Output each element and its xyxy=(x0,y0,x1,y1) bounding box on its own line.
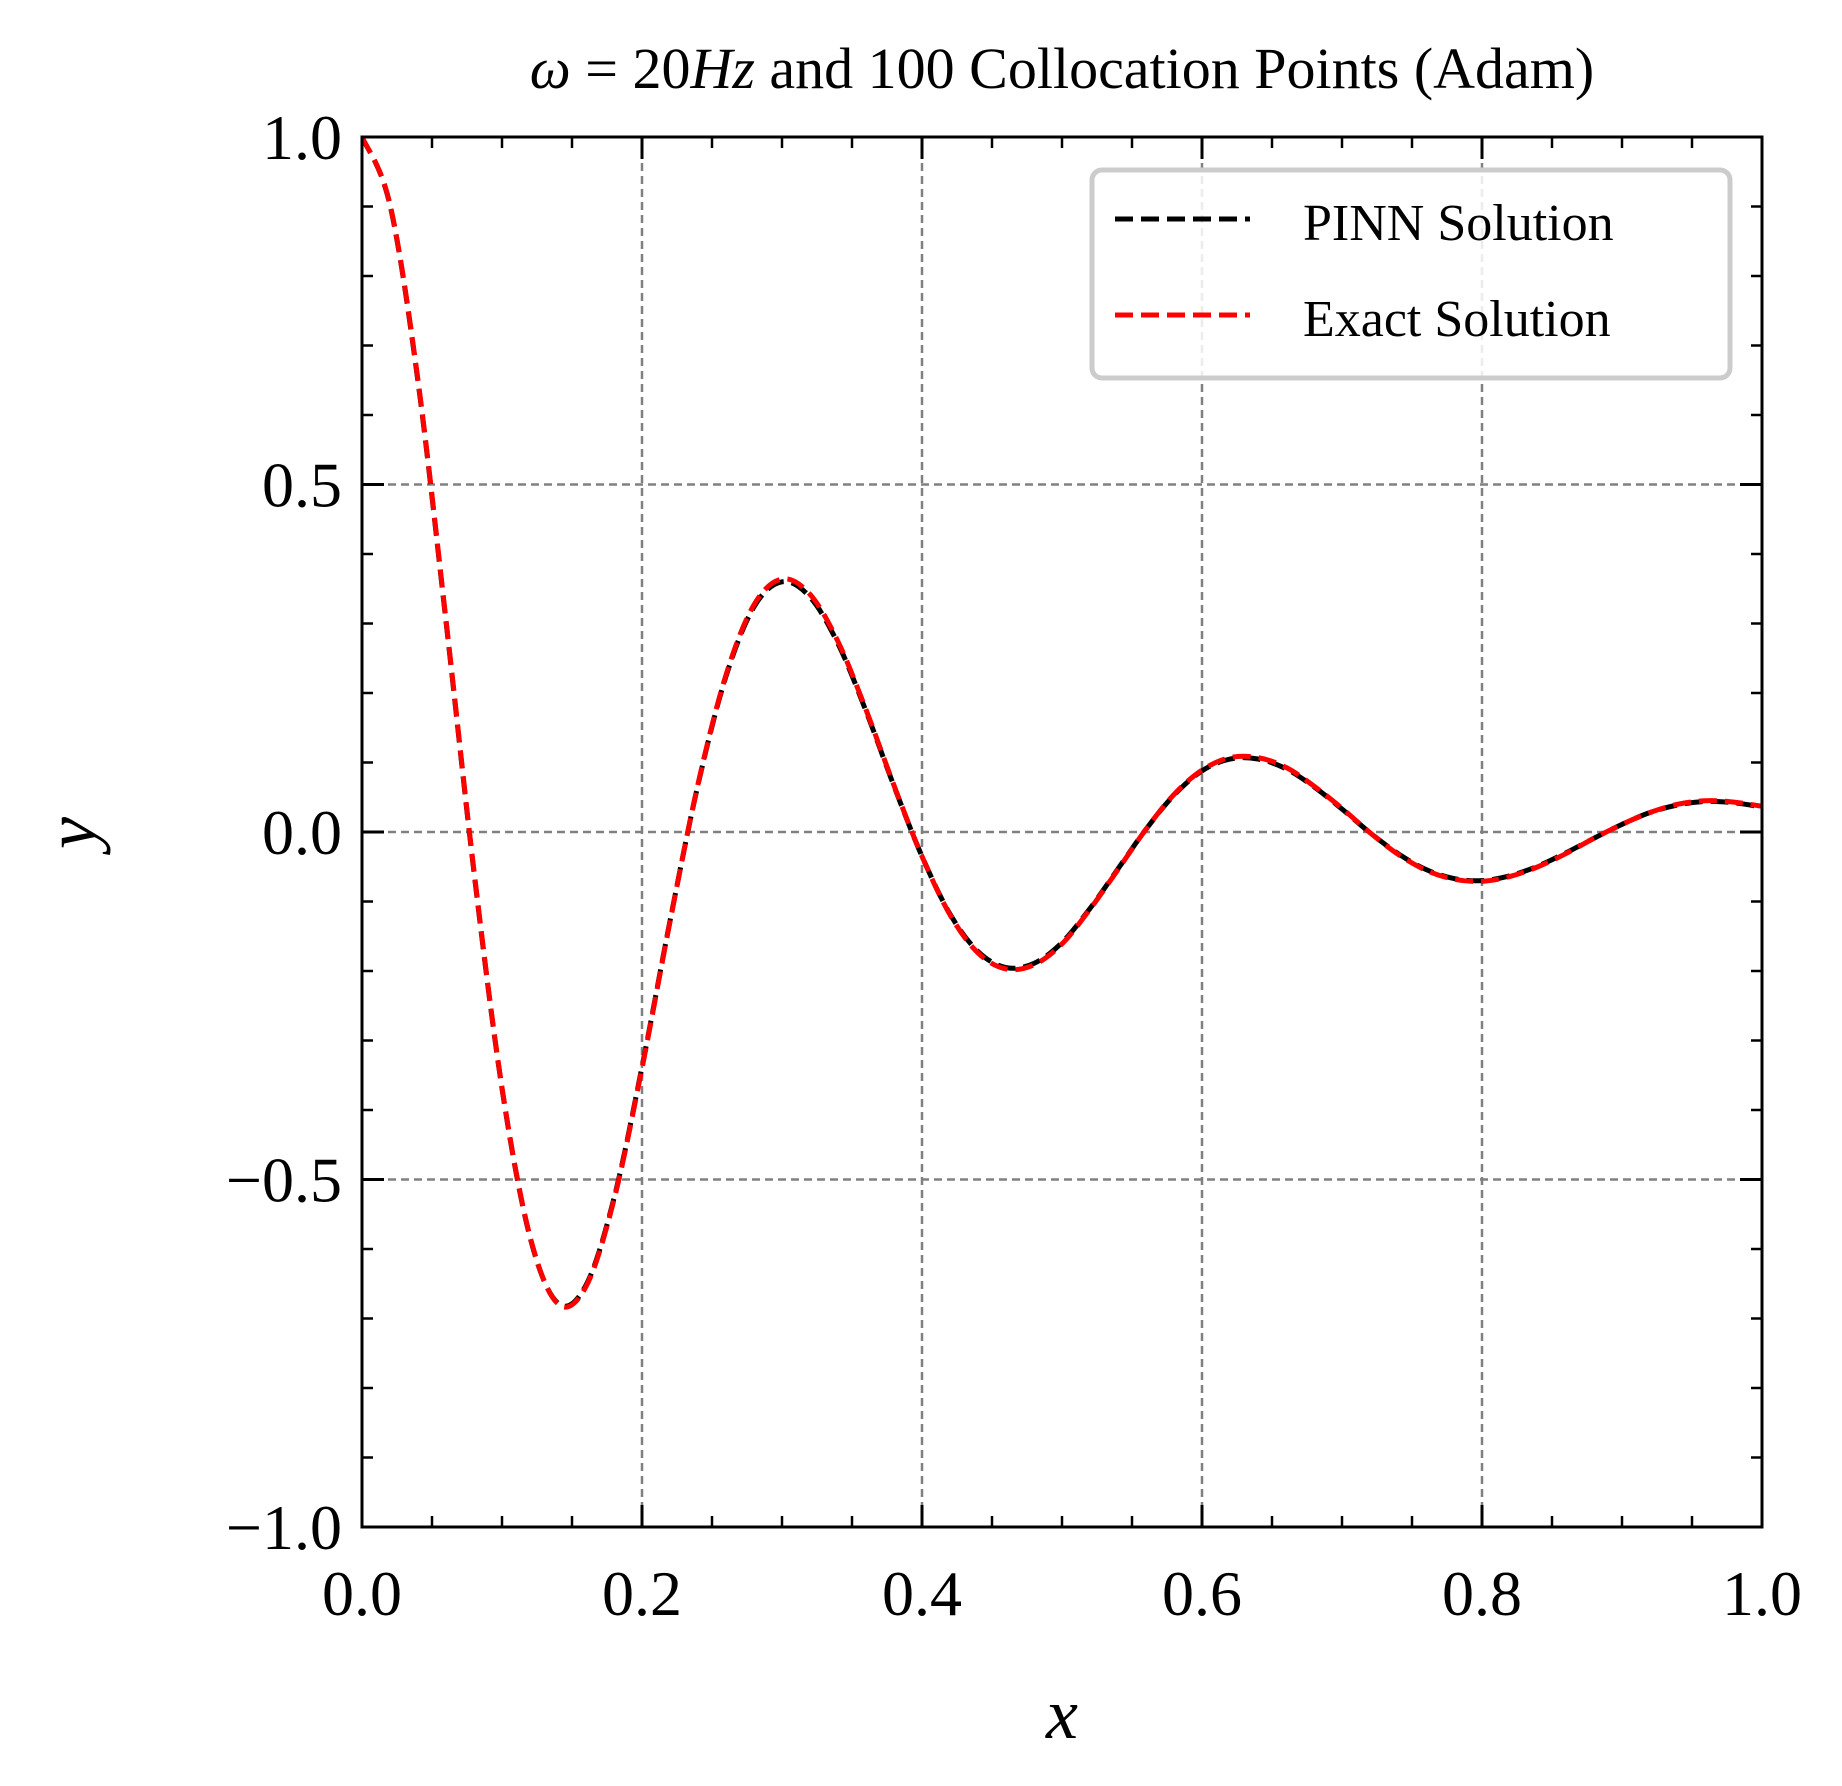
title-suffix: and 100 Collocation Points (Adam) xyxy=(755,36,1594,101)
y-tick-label: 1.0 xyxy=(262,102,342,173)
title-unit: Hz xyxy=(689,36,754,101)
y-tick-label: 0.0 xyxy=(262,797,342,868)
x-tick-label: 0.4 xyxy=(882,1558,962,1629)
y-tick-label: −0.5 xyxy=(226,1145,342,1216)
title-equals: = xyxy=(571,36,633,101)
series-lines xyxy=(362,137,1762,1310)
y-tick-labels: −1.0 −0.5 0.0 0.5 1.0 xyxy=(226,102,342,1563)
chart-title: ω = 20Hz and 100 Collocation Points (Ada… xyxy=(530,36,1594,101)
legend-label-exact: Exact Solution xyxy=(1303,291,1611,348)
title-omega: ω xyxy=(530,36,571,101)
exact-solution-line xyxy=(362,137,1762,1310)
x-tick-label: 0.8 xyxy=(1442,1558,1522,1629)
x-tick-labels: 0.0 0.2 0.4 0.6 0.8 1.0 xyxy=(322,1558,1802,1629)
legend-box xyxy=(1089,167,1733,381)
x-tick-label: 0.2 xyxy=(602,1558,682,1629)
grid xyxy=(362,137,1762,1527)
x-tick-label: 0.6 xyxy=(1162,1558,1242,1629)
y-tick-label: −1.0 xyxy=(226,1492,342,1563)
y-tick-label: 0.5 xyxy=(262,450,342,521)
x-tick-label: 0.0 xyxy=(322,1558,402,1629)
y-axis-label: y xyxy=(31,817,111,856)
x-tick-label: 1.0 xyxy=(1722,1558,1802,1629)
x-axis-label: x xyxy=(1045,1674,1078,1754)
legend: PINN Solution Exact Solution xyxy=(1089,167,1733,381)
plot-frame xyxy=(360,135,1764,1529)
legend-label-pinn: PINN Solution xyxy=(1303,195,1614,252)
title-frequency: 20 xyxy=(632,36,690,101)
axis-ticks xyxy=(360,135,1764,1529)
